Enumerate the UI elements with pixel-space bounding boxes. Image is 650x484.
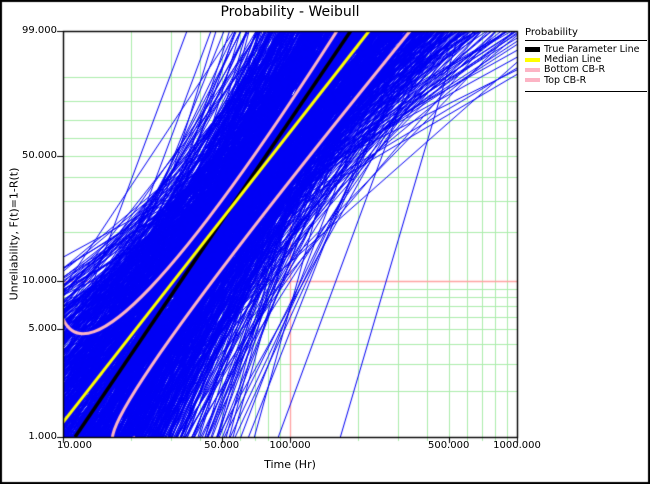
- x-tick-label: 100.000: [269, 440, 311, 451]
- y-tick-label: 1.000: [28, 431, 57, 442]
- x-tick-label: 50.000: [204, 440, 240, 451]
- y-tick-label: 50.000: [22, 150, 57, 162]
- x-tick-label: 500.000: [427, 440, 470, 451]
- legend-title: Probability: [525, 27, 647, 41]
- legend-item-label: Top CB-R: [544, 74, 587, 86]
- legend-item-label: True Parameter Line: [544, 43, 640, 55]
- x-tick-label: 1000.000: [493, 440, 541, 451]
- legend-swatch-true-parameter-line: [525, 46, 540, 52]
- x-axis-title: Time (Hr): [264, 458, 316, 471]
- y-tick-label: 99.000: [22, 25, 57, 36]
- legend-items: True Parameter Line Median Line Bottom CB-…: [525, 44, 647, 86]
- legend-swatch-top-cb-r: [525, 78, 540, 83]
- legend-item-label: Bottom CB-R: [544, 64, 606, 76]
- legend-item-label: Median Line: [544, 54, 602, 66]
- legend-item: Bottom CB-R: [525, 64, 647, 76]
- legend-item: Median Line: [525, 54, 647, 66]
- legend-swatch-bottom-cb-r: [525, 67, 540, 72]
- chart-title: Probability - Weibull: [220, 4, 360, 20]
- x-tick-label: 10.000: [57, 440, 92, 451]
- legend-swatch-median-line: [525, 57, 540, 62]
- legend-item: Top CB-R: [525, 74, 647, 86]
- legend-item: True Parameter Line: [525, 43, 647, 55]
- legend: Probability True Parameter Line Median Li…: [525, 27, 647, 92]
- y-tick-label: 5.000: [28, 322, 57, 334]
- y-tick-label: 10.000: [22, 275, 57, 287]
